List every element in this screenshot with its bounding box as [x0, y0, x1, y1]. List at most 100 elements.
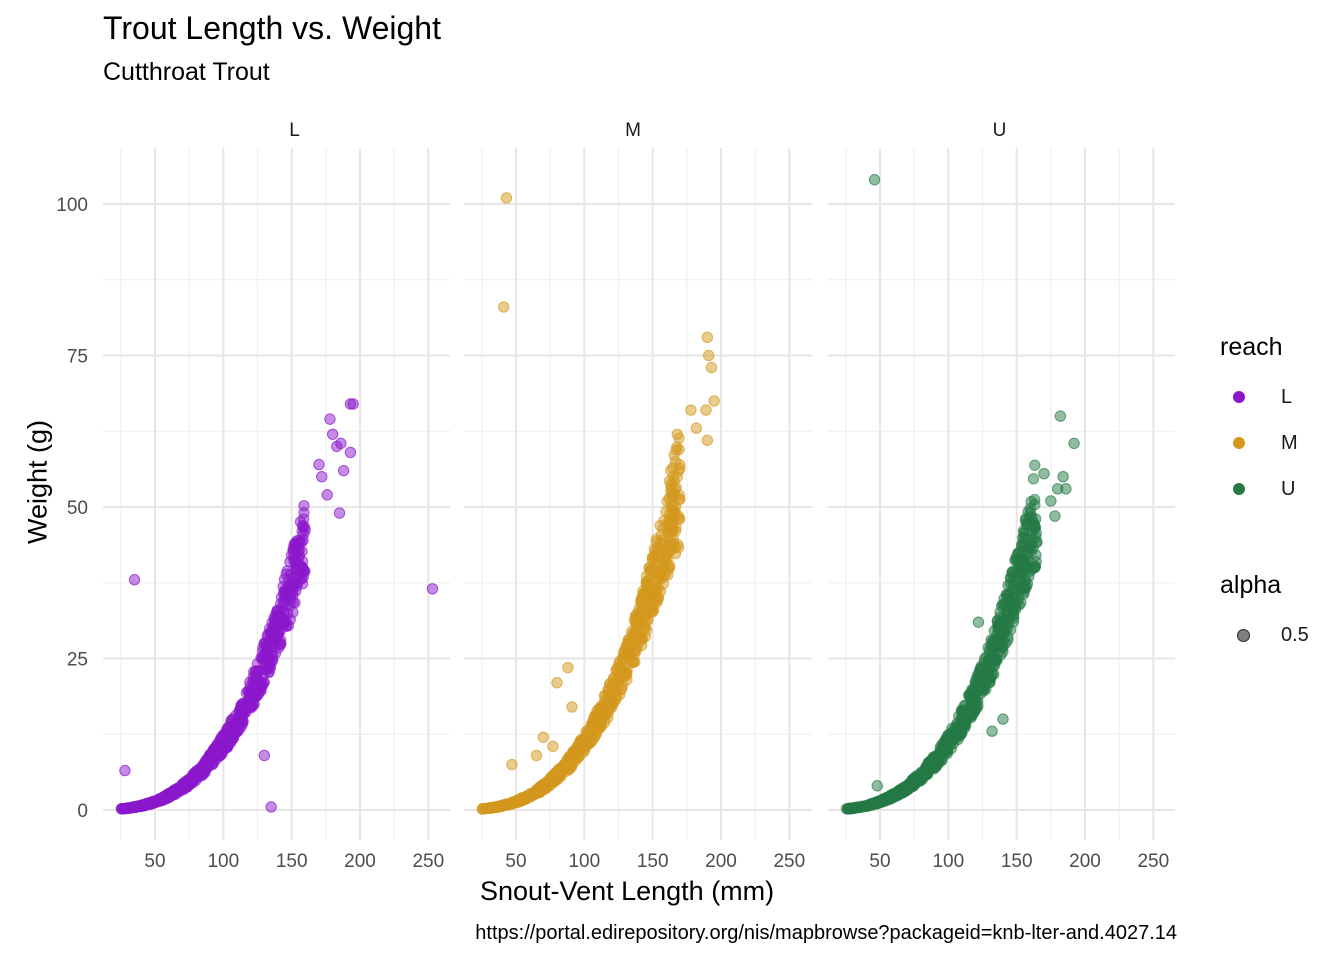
y-axis-label: Weight (g) [22, 419, 53, 545]
data-point-outlier [997, 713, 1009, 725]
data-point [185, 775, 197, 787]
data-point-outlier [1024, 507, 1037, 519]
data-point-outlier [326, 428, 339, 440]
data-point [925, 756, 937, 768]
data-point [664, 508, 676, 521]
data-point [646, 563, 658, 575]
x-tick-label: 150 [637, 851, 669, 872]
x-tick-label: 250 [412, 851, 444, 872]
data-point-outlier [701, 331, 714, 344]
facet-label-L: L [289, 120, 300, 141]
data-point-outlier [551, 677, 563, 689]
data-point [115, 803, 127, 815]
data-point [244, 692, 256, 704]
data-point [906, 774, 918, 786]
data-point-outlier [344, 398, 357, 410]
legend-key-M [1233, 437, 1245, 449]
data-point [667, 461, 679, 474]
data-point [620, 666, 633, 679]
data-point [197, 765, 209, 778]
data-point [288, 550, 300, 562]
data-point [673, 493, 686, 506]
data-point [258, 658, 271, 670]
data-point-outlier [868, 174, 881, 186]
legend-alpha-title: alpha [1220, 571, 1282, 599]
x-tick-label: 250 [773, 851, 805, 872]
data-point-outlier [506, 758, 518, 771]
data-point [145, 797, 157, 809]
data-point [915, 773, 928, 786]
data-point [1000, 599, 1013, 611]
legend-key-L [1233, 391, 1245, 403]
data-point-outlier [703, 349, 715, 362]
data-point-outlier [547, 740, 559, 753]
data-point [667, 522, 679, 535]
data-point [156, 792, 169, 805]
data-point-outlier [1068, 437, 1080, 450]
data-point [244, 680, 257, 692]
x-tick-label: 200 [1069, 851, 1101, 872]
data-point-outlier [566, 701, 578, 713]
data-point-outlier [337, 464, 350, 477]
data-point [999, 614, 1011, 627]
data-point [965, 699, 978, 712]
data-point-outlier [1049, 510, 1061, 522]
x-axis-label: Snout-Vent Length (mm) [480, 876, 775, 906]
data-point [663, 543, 676, 556]
data-point [655, 572, 667, 585]
data-point [673, 443, 685, 456]
data-point [665, 485, 677, 497]
data-point [659, 557, 672, 569]
x-tick-label: 150 [276, 851, 308, 872]
data-point [994, 639, 1007, 651]
data-point [851, 801, 863, 813]
data-point [481, 802, 493, 815]
data-point-outlier [685, 404, 697, 416]
data-point-outlier [700, 404, 712, 416]
data-point [976, 669, 988, 682]
chart-subtitle: Cutthroat Trout [103, 58, 270, 86]
data-point [635, 639, 648, 652]
data-point-outlier [258, 749, 271, 762]
facet-label-M: M [625, 120, 641, 141]
data-point [1027, 473, 1040, 485]
data-point [590, 728, 603, 740]
data-point [497, 799, 509, 812]
data-point [291, 569, 303, 582]
data-point [512, 793, 525, 806]
data-point [553, 766, 566, 779]
data-point [636, 595, 648, 607]
data-point [1029, 459, 1041, 471]
data-point [1021, 531, 1033, 543]
data-point-outlier [1054, 410, 1067, 422]
data-point-outlier [1045, 495, 1057, 507]
data-point [941, 746, 953, 758]
data-point [966, 683, 978, 696]
x-tick-label: 200 [344, 851, 376, 872]
data-point-outlier [324, 413, 336, 425]
data-point-outlier [530, 749, 543, 762]
data-point [298, 507, 310, 519]
data-point [993, 623, 1005, 635]
data-point [1017, 588, 1030, 600]
data-point [235, 702, 248, 714]
data-point-outlier [119, 764, 131, 777]
data-point-outlier [1057, 471, 1069, 483]
data-point [289, 597, 301, 609]
data-point-outlier [333, 507, 346, 519]
x-tick-label: 200 [705, 851, 737, 872]
data-point [271, 604, 283, 617]
data-point [211, 740, 224, 752]
data-point [579, 744, 591, 756]
data-point [297, 528, 310, 540]
x-tick-label: 50 [505, 851, 526, 872]
data-point [234, 717, 246, 729]
data-point-outlier [128, 574, 141, 586]
data-point [135, 799, 147, 812]
data-point-outlier [562, 661, 574, 674]
data-point [1011, 565, 1024, 577]
data-point [278, 598, 291, 610]
legend-label-U: U [1281, 478, 1296, 500]
data-point [1017, 545, 1029, 558]
